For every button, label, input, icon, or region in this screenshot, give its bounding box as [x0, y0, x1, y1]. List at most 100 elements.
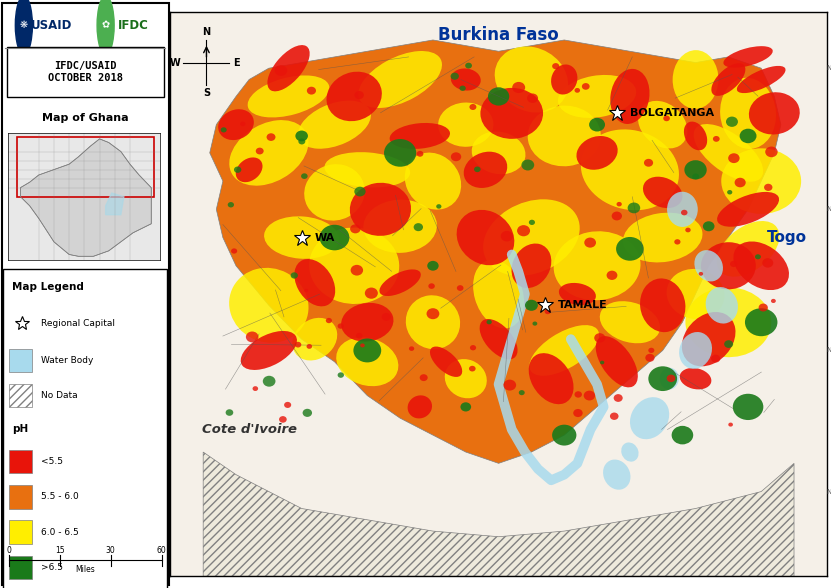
Circle shape	[428, 283, 435, 289]
Ellipse shape	[667, 192, 698, 227]
Circle shape	[263, 376, 275, 387]
Ellipse shape	[734, 242, 789, 290]
Circle shape	[365, 288, 378, 299]
Text: WA: WA	[315, 232, 335, 243]
Ellipse shape	[337, 338, 398, 386]
Circle shape	[610, 413, 618, 420]
Text: TAMALE: TAMALE	[558, 300, 607, 310]
Bar	[8, 450, 32, 473]
Ellipse shape	[643, 177, 682, 208]
Text: Cote d'Ivoire: Cote d'Ivoire	[202, 423, 297, 436]
Ellipse shape	[577, 136, 617, 170]
Text: BOLGATANGA: BOLGATANGA	[630, 108, 714, 118]
Circle shape	[663, 115, 670, 121]
Ellipse shape	[666, 269, 725, 319]
Ellipse shape	[581, 129, 679, 211]
Circle shape	[474, 166, 480, 172]
Ellipse shape	[358, 51, 442, 108]
Ellipse shape	[749, 92, 799, 135]
Ellipse shape	[610, 69, 650, 124]
Circle shape	[226, 409, 234, 416]
Bar	[8, 384, 32, 407]
Circle shape	[469, 366, 475, 372]
Ellipse shape	[309, 228, 399, 304]
Circle shape	[765, 146, 778, 157]
Ellipse shape	[325, 152, 410, 188]
Text: E: E	[233, 58, 239, 68]
Circle shape	[486, 320, 492, 325]
Circle shape	[295, 131, 308, 141]
FancyBboxPatch shape	[3, 269, 167, 588]
Text: 30: 30	[106, 546, 116, 554]
Ellipse shape	[390, 123, 450, 149]
Ellipse shape	[686, 288, 771, 357]
Circle shape	[728, 153, 740, 163]
Ellipse shape	[342, 303, 393, 342]
Circle shape	[460, 86, 465, 91]
Circle shape	[671, 426, 693, 445]
Circle shape	[426, 308, 440, 319]
Circle shape	[529, 220, 535, 225]
Circle shape	[519, 390, 524, 395]
Circle shape	[730, 261, 737, 267]
Circle shape	[574, 391, 582, 397]
Circle shape	[648, 348, 654, 353]
Ellipse shape	[553, 231, 641, 300]
Circle shape	[646, 354, 655, 362]
Circle shape	[616, 237, 644, 260]
Circle shape	[764, 183, 773, 191]
Ellipse shape	[682, 312, 735, 366]
Circle shape	[552, 63, 559, 69]
Bar	[8, 485, 32, 509]
Circle shape	[302, 409, 312, 417]
Text: 60: 60	[157, 546, 167, 554]
Circle shape	[574, 88, 580, 93]
Circle shape	[381, 313, 391, 321]
Ellipse shape	[596, 336, 638, 387]
Circle shape	[427, 261, 439, 270]
Bar	[8, 520, 32, 544]
Text: N: N	[203, 27, 210, 37]
Ellipse shape	[716, 221, 779, 277]
Circle shape	[350, 224, 361, 233]
Ellipse shape	[445, 359, 487, 398]
Circle shape	[617, 202, 622, 206]
Ellipse shape	[679, 332, 712, 369]
Ellipse shape	[638, 101, 687, 148]
Circle shape	[771, 299, 776, 303]
Circle shape	[724, 340, 733, 348]
Ellipse shape	[472, 132, 525, 174]
Ellipse shape	[480, 88, 543, 139]
Circle shape	[552, 425, 577, 446]
Circle shape	[613, 394, 622, 402]
Circle shape	[465, 63, 472, 69]
Ellipse shape	[737, 66, 785, 93]
Ellipse shape	[268, 45, 310, 91]
Circle shape	[284, 402, 291, 408]
Circle shape	[451, 152, 461, 161]
Circle shape	[414, 223, 423, 231]
Ellipse shape	[528, 106, 601, 166]
Ellipse shape	[494, 46, 568, 112]
Text: W: W	[170, 58, 180, 68]
Circle shape	[291, 272, 298, 279]
Ellipse shape	[229, 268, 308, 343]
Ellipse shape	[724, 46, 773, 68]
Circle shape	[267, 133, 276, 141]
Ellipse shape	[456, 210, 514, 265]
Text: 5.5 - 6.0: 5.5 - 6.0	[41, 492, 79, 502]
Circle shape	[15, 0, 32, 55]
Ellipse shape	[264, 216, 339, 259]
Circle shape	[354, 187, 366, 196]
Ellipse shape	[363, 200, 437, 253]
FancyBboxPatch shape	[7, 47, 164, 97]
Text: 15: 15	[55, 546, 65, 554]
Circle shape	[337, 323, 344, 329]
Ellipse shape	[219, 109, 253, 140]
Text: N,0,9,S: N,0,9,S	[827, 348, 831, 353]
Circle shape	[512, 82, 525, 93]
Text: N,0,10,S: N,0,10,S	[827, 206, 831, 212]
Ellipse shape	[408, 395, 432, 419]
Text: S: S	[203, 88, 210, 98]
Circle shape	[755, 254, 761, 259]
